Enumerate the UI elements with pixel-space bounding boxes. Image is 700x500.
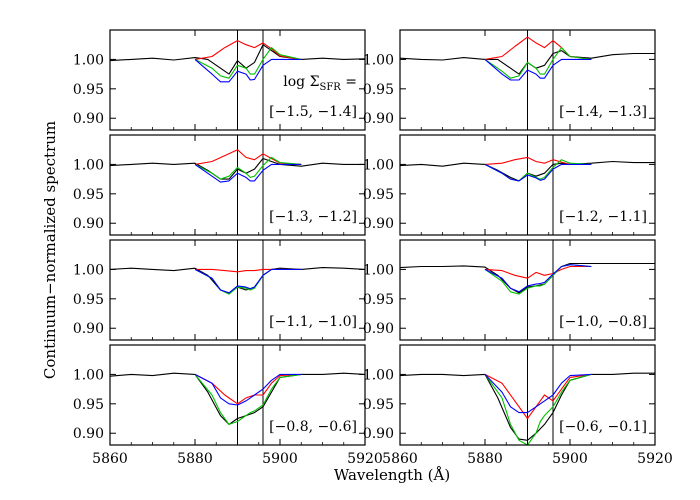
y-tick-label: 0.90 [363, 321, 394, 337]
range-label: [−1.2, −1.1] [559, 209, 647, 225]
x-tick-label: 5860 [92, 451, 128, 467]
y-tick-label: 0.90 [73, 111, 104, 127]
series-line-green [194, 373, 302, 425]
series-line-green [194, 47, 302, 79]
y-tick-label: 1.00 [73, 157, 104, 173]
x-tick-label: 5880 [177, 451, 213, 467]
series-line-red [484, 373, 592, 420]
range-label: [−0.8, −0.6] [269, 419, 357, 435]
y-tick-label: 1.00 [73, 52, 104, 68]
y-tick-label: 0.90 [73, 216, 104, 232]
y-tick-label: 0.90 [363, 111, 394, 127]
x-axis-title: Wavelength (Å) [334, 466, 450, 484]
series-line-red [194, 149, 302, 165]
panel-4: 0.90 0.95 1.00 [−1.2, −1.1] [363, 134, 656, 236]
panel-5: 0.90 0.95 1.00 [−1.1, −1.0] [73, 239, 366, 341]
y-tick-label: 1.00 [73, 367, 104, 383]
range-label: [−1.5, −1.4] [269, 104, 357, 120]
x-tick-label: 5920 [637, 451, 673, 467]
y-tick-label: 0.95 [363, 82, 394, 98]
y-tick-label: 0.95 [363, 292, 394, 308]
x-tick-label: 5900 [262, 451, 298, 467]
series-line-blue [194, 58, 302, 83]
range-label: [−1.4, −1.3] [559, 104, 647, 120]
y-tick-label: 0.95 [363, 397, 394, 413]
range-label: [−0.6, −0.1] [559, 419, 647, 435]
y-tick-label: 0.95 [73, 397, 104, 413]
range-label: [−1.1, −1.0] [269, 314, 357, 330]
range-label: [−1.0, −0.8] [559, 314, 647, 330]
y-tick-label: 1.00 [363, 52, 394, 68]
series-line-blue [484, 264, 592, 293]
series-line-blue [194, 268, 302, 294]
panel-3: 0.90 0.95 1.00 [−1.3, −1.2] [73, 134, 366, 236]
y-tick-label: 1.00 [363, 157, 394, 173]
y-tick-label: 1.00 [363, 262, 394, 278]
panel-6: 0.90 0.95 1.00 [−1.0, −0.8] [363, 239, 656, 341]
y-tick-label: 0.90 [73, 426, 104, 442]
series-line-black [109, 157, 365, 180]
series-line-black [399, 372, 655, 441]
panel-1: 0.90 0.95 1.00 log ΣSFR = [−1.5, −1.4] [73, 29, 366, 131]
series-line-green [484, 264, 592, 295]
series-line-blue [484, 373, 592, 414]
y-axis-title: Continuum−normalized spectrum [41, 121, 59, 379]
series-line-blue [194, 163, 302, 183]
series-line-green [484, 47, 592, 79]
series-line-blue [484, 58, 592, 81]
x-tick-label: 5900 [552, 451, 588, 467]
series-line-black [109, 44, 366, 75]
panel-7: 5860 5880 5900 5920 0.90 0.95 1.00 [−0.8, −0.6] [73, 344, 383, 467]
series-line-green [194, 156, 302, 180]
panel-8: 5860 5880 5900 5920 0.90 0.95 1.00 [−0.6, −0.1] [363, 344, 673, 467]
y-tick-label: 1.00 [363, 367, 394, 383]
panel-2: 0.90 0.95 1.00 [−1.4, −1.3] [363, 29, 656, 131]
series-line-black [109, 267, 366, 294]
y-tick-label: 0.90 [73, 321, 104, 337]
y-tick-label: 1.00 [73, 262, 104, 278]
series-line-red [484, 156, 592, 165]
series-line-blue [194, 373, 302, 406]
x-tick-label: 5920 [347, 451, 383, 467]
y-tick-label: 0.95 [73, 82, 104, 98]
y-tick-label: 0.90 [363, 426, 394, 442]
series-line-black [109, 372, 366, 425]
range-label: [−1.3, −1.2] [269, 209, 357, 225]
series-line-red [194, 373, 302, 405]
series-line-red [484, 265, 592, 279]
y-tick-label: 0.90 [363, 216, 394, 232]
y-tick-label: 0.95 [73, 187, 104, 203]
x-tick-label: 5880 [467, 451, 503, 467]
legend-heading: log ΣSFR = [283, 74, 357, 93]
series-line-red [484, 36, 592, 60]
series-line-green [194, 268, 302, 295]
series-line-blue [484, 163, 592, 182]
y-tick-label: 0.95 [73, 292, 104, 308]
series-line-green [484, 373, 592, 446]
x-tick-label: 5860 [382, 451, 418, 467]
y-tick-label: 0.95 [363, 187, 394, 203]
series-line-red [194, 40, 302, 60]
